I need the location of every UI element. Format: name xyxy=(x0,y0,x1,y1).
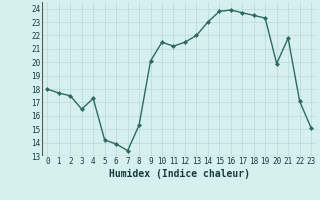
X-axis label: Humidex (Indice chaleur): Humidex (Indice chaleur) xyxy=(109,169,250,179)
